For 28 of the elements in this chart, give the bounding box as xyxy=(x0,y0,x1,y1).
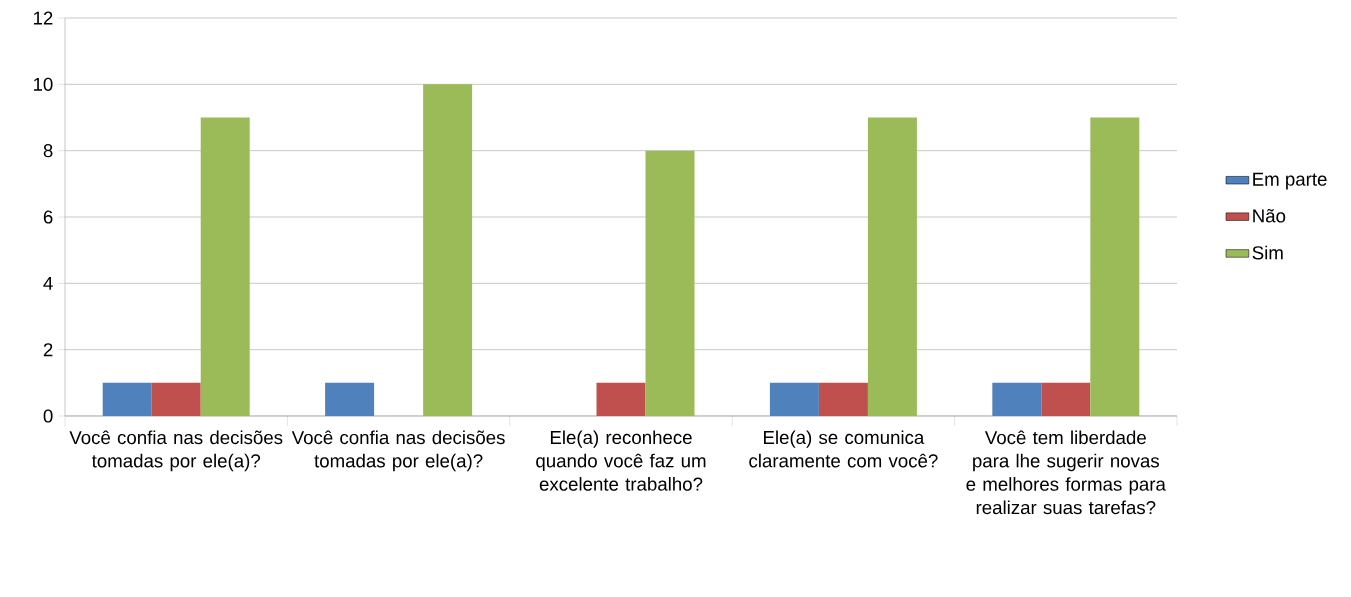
x-tick-label: Ele(a) reconhece quando você faz um excelente trabalho? xyxy=(536,430,706,491)
x-tick-label: Você confia nas decisões tomadas por ele(a)? xyxy=(69,430,283,472)
bar xyxy=(200,117,250,416)
bar xyxy=(818,382,868,416)
x-tick-label: Você tem liberdade para lhe sugerir novas e melhores formas para realizar suas tarefas? xyxy=(966,430,1166,515)
bar xyxy=(151,382,201,416)
legend-label: Não xyxy=(1253,208,1286,223)
bar xyxy=(423,84,473,416)
y-tick-label: 4 xyxy=(43,276,53,290)
y-tick-label: 8 xyxy=(43,144,53,158)
bar xyxy=(867,117,917,416)
bar xyxy=(1041,382,1091,416)
legend-label: Sim xyxy=(1252,245,1283,260)
y-tick-label: 10 xyxy=(33,77,53,91)
bar xyxy=(325,382,375,416)
legend-label: Em parte xyxy=(1253,172,1327,190)
y-tick-label: 0 xyxy=(43,409,53,423)
bar xyxy=(769,382,819,416)
y-tick-label: 2 xyxy=(43,343,53,357)
bar xyxy=(645,150,695,416)
y-tick-label: 12 xyxy=(33,11,53,25)
bar xyxy=(992,382,1042,416)
x-tick-label: Ele(a) se comunica claramente com você? xyxy=(749,430,938,468)
x-tick-label: Você confia nas decisões tomadas por ele(a)? xyxy=(291,430,505,472)
bar xyxy=(596,382,646,416)
bar xyxy=(1090,117,1140,416)
y-tick-label: 6 xyxy=(43,210,53,224)
bar xyxy=(102,382,152,416)
